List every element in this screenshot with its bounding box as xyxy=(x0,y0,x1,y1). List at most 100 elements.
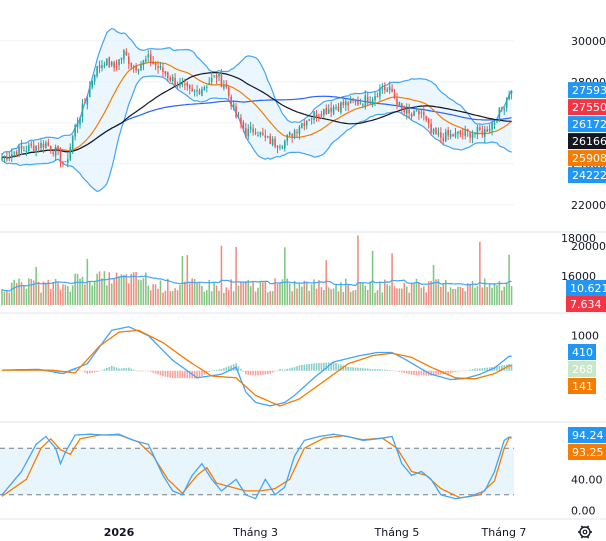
volume-bar xyxy=(79,278,81,305)
volume-bar xyxy=(35,266,37,305)
volume-bar xyxy=(403,283,406,305)
volume-tick-label: 16000 xyxy=(561,270,596,283)
candle-body xyxy=(152,61,154,64)
price-value-badge-text: 24222 xyxy=(572,169,606,182)
volume-bar xyxy=(483,278,486,305)
gear-icon[interactable] xyxy=(578,525,592,539)
volume-bar xyxy=(157,288,159,305)
volume-bar xyxy=(371,250,374,305)
macd-histogram-bar xyxy=(281,369,284,371)
macd-histogram-bar xyxy=(96,370,98,372)
volume-bar xyxy=(374,292,376,305)
candle-body xyxy=(206,86,208,88)
volume-bar xyxy=(301,286,303,305)
candle-body xyxy=(427,118,430,124)
candle-body xyxy=(57,145,59,151)
stochastic-k-line xyxy=(1,433,512,500)
macd-histogram-bar xyxy=(301,364,303,371)
volume-bar xyxy=(127,283,130,305)
candle-body xyxy=(164,71,167,75)
candle-body xyxy=(140,64,142,70)
macd-histogram-bar xyxy=(474,368,476,371)
x-axis-label: Tháng 5 xyxy=(374,526,420,539)
gear-icon-tooth[interactable] xyxy=(586,525,590,529)
macd-histogram-bar xyxy=(340,364,342,371)
macd-histogram-bar xyxy=(215,369,218,371)
volume-bar xyxy=(315,288,318,305)
volume-bar xyxy=(3,291,6,305)
candle-body xyxy=(264,135,267,138)
macd-histogram-bar xyxy=(432,370,435,376)
volume-bar xyxy=(496,285,498,305)
macd-histogram-bar xyxy=(410,370,413,375)
candle-body xyxy=(81,103,84,117)
candle-body xyxy=(188,85,191,89)
price-value-badge xyxy=(568,82,606,99)
macd-histogram-bar xyxy=(203,370,206,375)
volume-bar xyxy=(274,278,276,305)
volume-bar xyxy=(293,280,296,305)
candle-body xyxy=(401,103,403,109)
macd-histogram-bar xyxy=(135,370,137,371)
price-tick-label: 22000 xyxy=(571,199,606,212)
volume-bar xyxy=(57,281,59,305)
candle-body xyxy=(354,101,357,103)
macd-histogram-bar xyxy=(371,369,374,371)
gear-icon-tooth[interactable] xyxy=(586,535,590,539)
candle-body xyxy=(49,146,52,151)
candle-body xyxy=(359,102,362,104)
macd-histogram-bar xyxy=(249,370,252,376)
gear-icon-tooth[interactable] xyxy=(580,535,584,539)
volume-bar xyxy=(352,290,354,305)
candle-body xyxy=(69,147,72,160)
macd-histogram-bar xyxy=(110,365,113,371)
macd-histogram-bar xyxy=(184,370,186,379)
macd-histogram-bar xyxy=(501,365,503,371)
volume-bar xyxy=(296,288,298,305)
volume-bar xyxy=(435,279,437,305)
volume-bar xyxy=(176,290,179,305)
macd-histogram-bar xyxy=(8,370,11,372)
macd-value-badge xyxy=(568,344,596,360)
volume-bar xyxy=(49,289,52,305)
volume-value-badge xyxy=(566,280,606,296)
volume-bar xyxy=(18,278,20,305)
candle-body xyxy=(503,109,506,111)
candle-body xyxy=(120,57,123,60)
macd-histogram-bar xyxy=(391,370,393,371)
candle-body xyxy=(381,88,384,90)
candle-body xyxy=(103,65,106,67)
volume-bar xyxy=(286,278,289,305)
macd-histogram-bar xyxy=(6,370,8,372)
candle-body xyxy=(320,113,323,117)
candle-body xyxy=(259,131,262,136)
gear-icon-ring[interactable] xyxy=(579,526,591,538)
volume-bar xyxy=(196,282,198,305)
candle-body xyxy=(149,54,152,64)
sma-mid-line xyxy=(1,71,512,159)
macd-histogram-bar xyxy=(91,370,94,373)
candle-body xyxy=(313,111,315,120)
volume-bar xyxy=(349,291,352,305)
macd-histogram-bar xyxy=(396,370,398,372)
macd-histogram-bar xyxy=(93,370,96,373)
volume-bar xyxy=(420,287,423,305)
volume-bar xyxy=(164,290,167,305)
volume-bar xyxy=(391,253,393,305)
candle-body xyxy=(308,119,310,121)
macd-histogram-bar xyxy=(357,367,359,371)
macd-histogram-bar xyxy=(291,367,293,371)
volume-bar xyxy=(344,278,347,305)
macd-histogram-bar xyxy=(454,370,457,372)
gear-icon-tooth[interactable] xyxy=(580,525,584,529)
candle-body xyxy=(435,127,437,134)
macd-histogram-bar xyxy=(123,368,125,371)
macd-histogram-bar xyxy=(286,368,289,371)
candle-body xyxy=(335,107,337,109)
macd-histogram-bar xyxy=(137,370,140,372)
macd-histogram-bar xyxy=(240,368,242,371)
gear-icon-hub[interactable] xyxy=(582,529,588,535)
volume-bar xyxy=(149,290,152,305)
